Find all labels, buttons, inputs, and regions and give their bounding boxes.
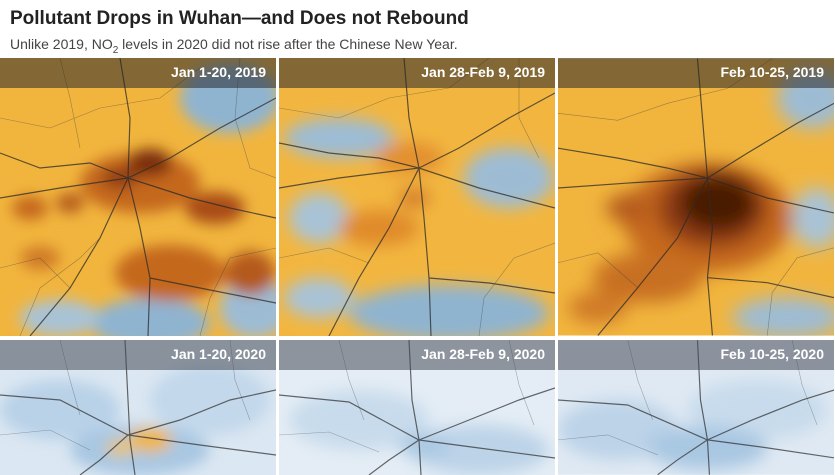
no2-map [558,58,834,336]
page-title: Pollutant Drops in Wuhan—and Does not Re… [10,8,469,29]
panel-label-band: Jan 28-Feb 9, 2019 [279,58,555,88]
panel-label-band: Jan 28-Feb 9, 2020 [279,340,555,370]
map-panel-jan-28-feb-9-2020: Jan 28-Feb 9, 2020 [279,340,555,475]
no2-map [279,58,555,336]
panel-date-label: Jan 28-Feb 9, 2019 [421,64,545,80]
map-panel-feb-10-25-2020: Feb 10-25, 2020 [558,340,834,475]
page-subtitle: Unlike 2019, NO2 levels in 2020 did not … [10,36,458,56]
panel-date-label: Jan 1-20, 2019 [171,64,266,80]
map-panel-jan-28-feb-9-2019: Jan 28-Feb 9, 2019 [279,58,555,336]
panel-date-label: Jan 28-Feb 9, 2020 [421,346,545,362]
map-panel-jan-1-20-2019: Jan 1-20, 2019 [0,58,276,336]
no2-map [0,58,276,336]
map-panel-feb-10-25-2019: Feb 10-25, 2019 [558,58,834,336]
panel-label-band: Jan 1-20, 2020 [0,340,276,370]
panel-date-label: Jan 1-20, 2020 [171,346,266,362]
map-panel-jan-1-20-2020: Jan 1-20, 2020 [0,340,276,475]
panel-label-band: Feb 10-25, 2020 [558,340,834,370]
panel-label-band: Feb 10-25, 2019 [558,58,834,88]
panel-date-label: Feb 10-25, 2019 [720,64,824,80]
panel-label-band: Jan 1-20, 2019 [0,58,276,88]
panel-date-label: Feb 10-25, 2020 [720,346,824,362]
